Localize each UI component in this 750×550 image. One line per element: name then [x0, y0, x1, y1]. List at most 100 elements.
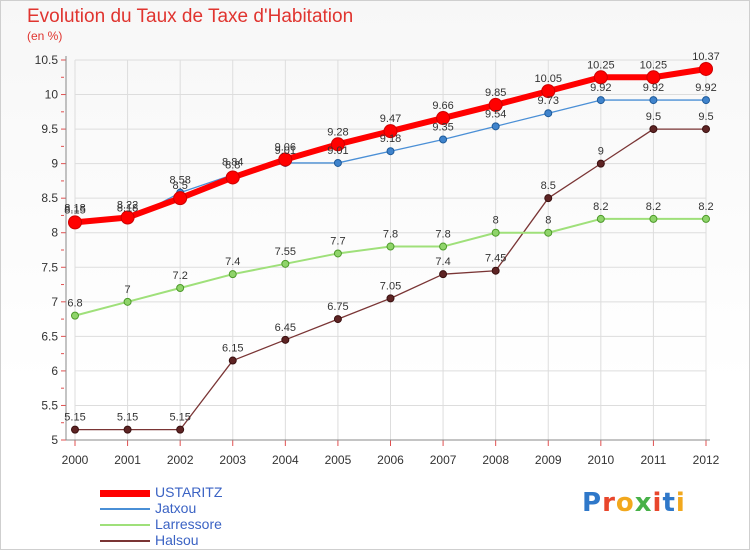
data-label-jatxou: 9.01 [275, 145, 296, 157]
data-point-jatxou [544, 109, 553, 118]
y-tick-label: 7 [51, 295, 58, 309]
data-label-halsou: 8.5 [541, 180, 556, 192]
data-label-halsou: 5.15 [117, 412, 138, 424]
data-label-larressore: 8.2 [646, 201, 661, 213]
x-tick-label: 2005 [325, 453, 352, 467]
data-label-larressore: 7.7 [330, 235, 345, 247]
data-point-ustaritz [173, 191, 188, 206]
data-label-halsou: 9 [598, 146, 604, 158]
data-point-jatxou [439, 135, 448, 144]
data-label-jatxou: 9.73 [538, 95, 559, 107]
legend-swatch [100, 540, 150, 542]
data-point-larressore [439, 242, 448, 251]
data-label-larressore: 7.2 [173, 270, 188, 282]
data-label-larressore: 7 [125, 284, 131, 296]
y-tick-label: 9 [51, 157, 58, 171]
data-label-halsou: 9.5 [698, 111, 713, 123]
logo-letter: x [634, 488, 653, 518]
data-label-larressore: 7.8 [435, 229, 450, 241]
data-point-halsou [544, 194, 553, 203]
data-point-ustaritz [120, 210, 135, 225]
data-point-halsou [386, 294, 395, 303]
data-point-ustaritz [593, 70, 608, 85]
data-label-halsou: 7.45 [485, 253, 506, 265]
data-point-larressore [491, 228, 500, 237]
x-tick-label: 2009 [535, 453, 562, 467]
data-label-larressore: 7.4 [225, 256, 240, 268]
data-point-jatxou [649, 96, 658, 105]
data-label-larressore: 7.8 [383, 229, 398, 241]
logo-letter: r [602, 488, 616, 518]
data-label-ustaritz: 9.47 [380, 113, 401, 125]
logo-letter: t [662, 488, 676, 518]
data-label-halsou: 7.05 [380, 280, 401, 292]
grid [74, 59, 707, 441]
data-point-larressore [386, 242, 395, 251]
legend-item-jatxou: Jatxou [100, 501, 300, 516]
x-tick-label: 2012 [693, 453, 720, 467]
data-label-jatxou: 9.92 [590, 82, 611, 94]
data-point-halsou [176, 425, 185, 434]
data-point-halsou [71, 425, 79, 434]
data-point-larressore [228, 270, 237, 279]
data-label-jatxou: 8.84 [222, 157, 243, 169]
legend-item-larressore: Larressore [100, 517, 300, 532]
y-tick-label: 9.5 [41, 122, 58, 136]
logo-letter: o [615, 488, 635, 518]
data-label-jatxou: 8.58 [169, 175, 190, 187]
x-tick-label: 2002 [167, 453, 194, 467]
data-label-jatxou: 8.18 [64, 202, 85, 214]
x-tick-label: 2010 [587, 453, 614, 467]
x-tick-label: 2000 [62, 453, 89, 467]
data-point-larressore [596, 214, 605, 223]
chart-title: Evolution du Taux de Taxe d'Habitation [27, 6, 354, 27]
data-label-larressore: 8 [493, 215, 499, 227]
legend-label: Jatxou [155, 500, 197, 516]
data-label-halsou: 5.15 [169, 412, 190, 424]
data-point-halsou [439, 270, 448, 279]
data-point-ustaritz [278, 152, 293, 167]
data-label-ustaritz: 10.25 [587, 59, 615, 71]
x-tick-label: 2007 [430, 453, 457, 467]
data-point-jatxou [596, 96, 605, 105]
data-point-halsou [596, 159, 605, 168]
x-tick-label: 2011 [641, 453, 667, 467]
logo-letter: i [652, 488, 663, 518]
legend-swatch [100, 524, 150, 526]
data-point-halsou [491, 266, 500, 275]
data-label-ustaritz: 9.85 [485, 87, 506, 99]
data-point-ustaritz [225, 170, 240, 185]
data-label-halsou: 6.45 [275, 322, 296, 334]
data-label-jatxou: 9.92 [643, 82, 664, 94]
data-label-larressore: 6.8 [67, 298, 82, 310]
y-tick-label: 6 [51, 364, 58, 378]
data-label-ustaritz: 10.37 [692, 51, 720, 63]
data-point-ustaritz [330, 137, 345, 152]
x-tick-label: 2006 [377, 453, 404, 467]
data-label-ustaritz: 10.05 [534, 73, 562, 85]
x-tick-label: 2008 [482, 453, 509, 467]
logo-letter: P [582, 488, 603, 518]
x-tick-label: 2004 [272, 453, 299, 467]
data-point-halsou [702, 125, 710, 134]
data-point-halsou [228, 356, 237, 365]
data-label-larressore: 8.2 [698, 201, 713, 213]
data-label-jatxou: 9.92 [695, 82, 716, 94]
data-label-ustaritz: 8.15 [64, 204, 85, 216]
data-label-halsou: 9.5 [646, 111, 661, 123]
data-label-ustaritz: 9.28 [327, 126, 348, 138]
legend-item-ustaritz: USTARITZ [100, 485, 300, 500]
data-label-halsou: 5.15 [64, 412, 85, 424]
data-point-ustaritz [68, 215, 82, 230]
legend-swatch [100, 489, 150, 497]
data-point-larressore [649, 214, 658, 223]
data-point-jatxou [702, 96, 710, 105]
data-label-ustaritz: 8.5 [173, 180, 188, 192]
legend-label: Larressore [155, 516, 222, 532]
data-point-halsou [281, 335, 290, 344]
axes: 5 5.5 6 6.5 7 7.5 8 8.5 9 9.5 10 10.5 2000 2001 2002 20… [35, 53, 720, 467]
data-point-ustaritz [383, 124, 398, 139]
data-point-larressore [544, 228, 553, 237]
